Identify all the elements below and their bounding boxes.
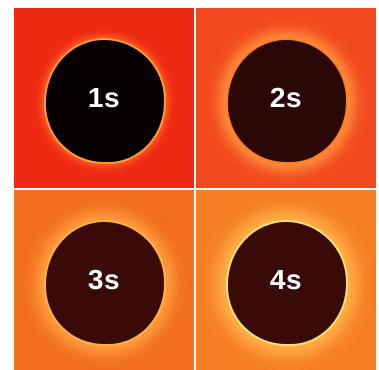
time-label: 3s <box>87 264 121 295</box>
panel-2s: 2s <box>196 8 376 188</box>
panel-4s: 4s <box>196 190 376 370</box>
panel-3s: 3s <box>14 190 194 370</box>
time-label: 4s <box>269 264 303 295</box>
dark-region <box>228 222 346 344</box>
dark-region <box>46 222 164 344</box>
image-grid: 1s 2s 3s 4s <box>14 8 379 370</box>
time-label: 2s <box>269 82 303 113</box>
panel-1s: 1s <box>14 8 194 188</box>
time-label: 1s <box>87 82 121 113</box>
dark-region <box>228 40 346 162</box>
dark-region <box>46 40 164 162</box>
